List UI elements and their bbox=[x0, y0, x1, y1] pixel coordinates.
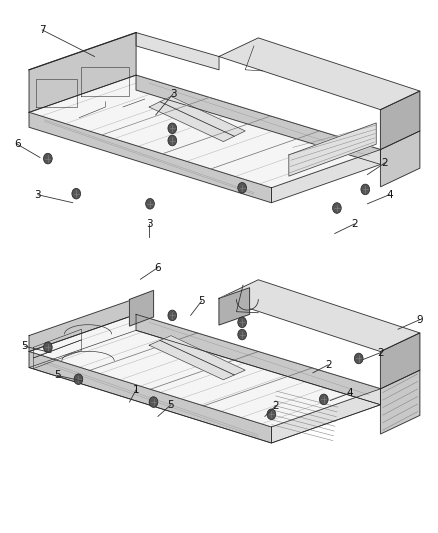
Text: 2: 2 bbox=[381, 158, 388, 168]
Circle shape bbox=[168, 135, 177, 146]
Polygon shape bbox=[381, 131, 420, 187]
Text: 5: 5 bbox=[168, 400, 174, 410]
Polygon shape bbox=[219, 280, 420, 352]
Polygon shape bbox=[136, 33, 219, 70]
Text: 5: 5 bbox=[54, 370, 61, 381]
Polygon shape bbox=[29, 352, 272, 443]
Polygon shape bbox=[381, 370, 420, 434]
Text: 3: 3 bbox=[35, 190, 41, 200]
Polygon shape bbox=[149, 336, 245, 379]
Circle shape bbox=[43, 154, 52, 164]
Circle shape bbox=[319, 394, 328, 405]
Circle shape bbox=[332, 203, 341, 213]
Circle shape bbox=[146, 198, 154, 209]
Circle shape bbox=[74, 374, 83, 384]
Polygon shape bbox=[219, 38, 420, 110]
Circle shape bbox=[43, 342, 52, 353]
Polygon shape bbox=[29, 298, 136, 352]
Text: 7: 7 bbox=[39, 25, 46, 35]
Polygon shape bbox=[136, 314, 381, 405]
Circle shape bbox=[168, 310, 177, 321]
Text: 2: 2 bbox=[272, 401, 279, 411]
Text: 4: 4 bbox=[346, 388, 353, 398]
Circle shape bbox=[238, 317, 247, 328]
Text: 2: 2 bbox=[377, 348, 384, 358]
Text: 1: 1 bbox=[133, 385, 139, 395]
Polygon shape bbox=[29, 75, 381, 188]
Circle shape bbox=[354, 353, 363, 364]
Polygon shape bbox=[272, 150, 381, 203]
Text: 5: 5 bbox=[21, 341, 28, 351]
Polygon shape bbox=[136, 75, 381, 165]
Text: 6: 6 bbox=[155, 263, 161, 272]
Polygon shape bbox=[381, 91, 420, 150]
Text: 2: 2 bbox=[325, 360, 332, 370]
Polygon shape bbox=[381, 333, 420, 389]
Text: 6: 6 bbox=[14, 139, 21, 149]
Text: 2: 2 bbox=[351, 219, 358, 229]
Circle shape bbox=[168, 123, 177, 134]
Polygon shape bbox=[272, 389, 381, 443]
Text: 5: 5 bbox=[198, 296, 205, 306]
Circle shape bbox=[238, 329, 247, 340]
Text: 9: 9 bbox=[417, 314, 423, 325]
Polygon shape bbox=[289, 123, 376, 176]
Circle shape bbox=[267, 409, 276, 419]
Text: 3: 3 bbox=[146, 219, 152, 229]
Circle shape bbox=[72, 188, 81, 199]
Text: 4: 4 bbox=[386, 190, 392, 200]
Circle shape bbox=[149, 397, 158, 407]
Circle shape bbox=[361, 184, 370, 195]
Polygon shape bbox=[29, 314, 381, 427]
Polygon shape bbox=[219, 288, 250, 325]
Circle shape bbox=[238, 182, 247, 193]
Polygon shape bbox=[29, 33, 136, 112]
Polygon shape bbox=[130, 290, 153, 326]
Polygon shape bbox=[29, 112, 272, 203]
Text: 3: 3 bbox=[170, 88, 177, 99]
Polygon shape bbox=[149, 96, 245, 142]
